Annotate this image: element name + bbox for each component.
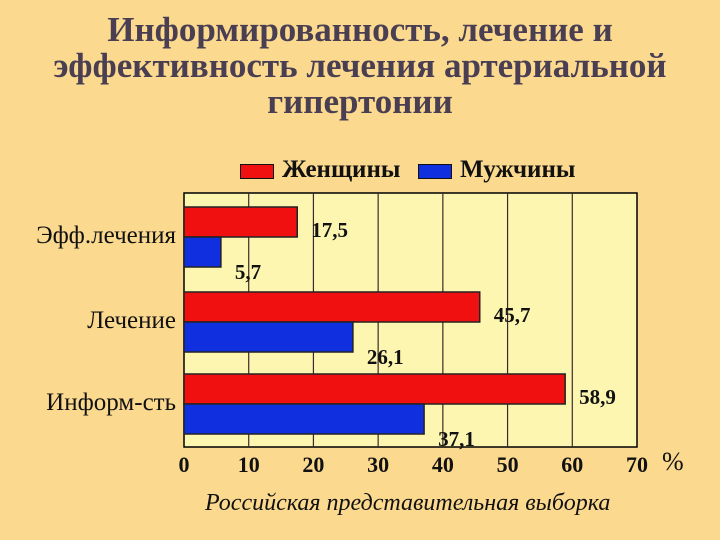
bar-women: [183, 206, 298, 238]
chart-title: Информированность, лечение и эффективнос…: [0, 12, 720, 120]
x-tick-label: 0: [179, 452, 190, 477]
data-label: 17,5: [311, 218, 348, 242]
legend-label-men: Мужчины: [460, 156, 576, 183]
data-label: 26,1: [367, 345, 404, 369]
bar-men: [183, 321, 354, 353]
category-label: Эфф.лечения: [36, 222, 176, 249]
x-tick-label: 50: [497, 452, 519, 477]
data-label: 5,7: [235, 260, 261, 284]
bar-men: [183, 236, 222, 268]
x-tick-label: 30: [367, 452, 389, 477]
data-label: 37,1: [438, 427, 475, 451]
data-label: 58,9: [579, 385, 616, 409]
data-label: 45,7: [494, 303, 531, 327]
title-line-2: эффективность лечения артериальной: [53, 46, 667, 85]
legend: Женщины Мужчины: [0, 155, 720, 185]
x-tick-label: 60: [561, 452, 583, 477]
legend-label-women: Женщины: [282, 156, 401, 183]
x-unit-label: %: [662, 447, 684, 476]
legend-swatch-women: [240, 164, 274, 179]
x-tick-label: 40: [432, 452, 454, 477]
x-tick-label: 10: [238, 452, 260, 477]
bar-women: [183, 373, 566, 405]
title-line-1: Информированность, лечение и: [107, 10, 613, 49]
title-line-3: гипертонии: [267, 82, 453, 121]
x-tick-label: 20: [302, 452, 324, 477]
x-tick-label: 70: [626, 452, 648, 477]
category-label: Лечение: [87, 307, 176, 334]
legend-swatch-men: [418, 164, 452, 179]
footer-note: Российская представительная выборка: [205, 490, 611, 516]
bar-women: [183, 291, 481, 323]
category-label: Информ-сть: [46, 389, 176, 416]
bar-men: [183, 403, 425, 435]
